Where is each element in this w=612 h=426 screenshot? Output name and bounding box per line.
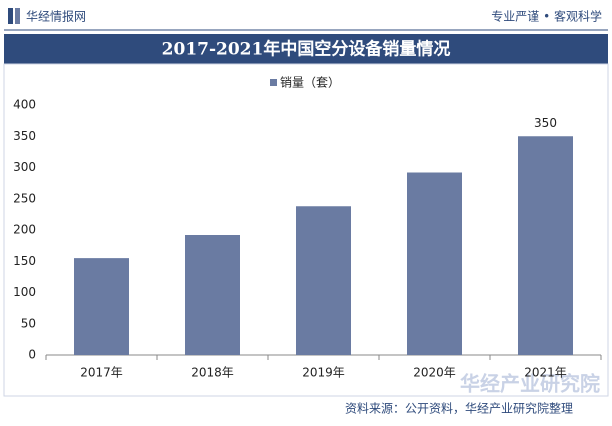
title-bar [4,34,608,64]
x-tick-label: 2018年 [191,366,234,380]
y-tick-label: 0 [28,348,36,362]
bar [407,172,462,355]
logo-mark [15,8,20,24]
bar [74,258,129,355]
chart-title: 2017-2021年中国空分设备销量情况 [162,39,451,60]
legend-label: 销量（套） [280,76,340,90]
y-tick-label: 200 [13,223,36,237]
x-tick-label: 2021年 [524,366,567,380]
x-tick-label: 2020年 [413,366,456,380]
y-tick-label: 150 [13,254,36,268]
logo-mark [8,8,13,24]
y-tick-label: 400 [13,98,36,112]
watermark: 华经产业研究院 [460,372,600,396]
slogan: 专业严谨 • 客观科学 [491,9,602,24]
y-tick-label: 250 [13,191,36,205]
source: 资料来源：公开资料，华经产业研究院整理 [345,401,573,416]
x-tick-label: 2017年 [80,366,123,380]
x-tick-label: 2019年 [302,366,345,380]
brand: 华经情报网 [26,9,86,24]
bar [185,235,240,355]
bar [296,206,351,355]
y-tick-label: 350 [13,129,36,143]
y-tick-label: 100 [13,285,36,299]
bar [518,136,573,355]
data-label: 350 [534,116,557,130]
y-tick-label: 50 [21,316,36,330]
legend-swatch [270,79,277,86]
y-tick-label: 300 [13,160,36,174]
chart-frame [3,63,609,397]
